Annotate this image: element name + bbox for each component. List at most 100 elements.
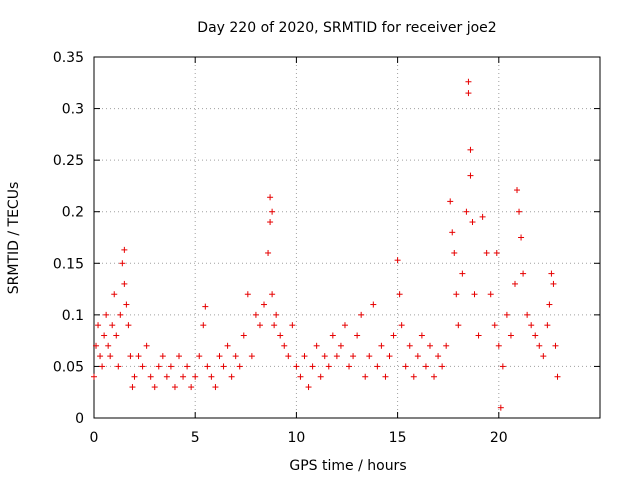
data-point [95, 322, 102, 329]
ticks: 0 0.05 0.1 0.15 0.2 0.25 0.3 0.35 0 5 10 15 20 [53, 50, 600, 446]
y-tick-label: 0.15 [53, 256, 84, 272]
data-point [212, 384, 219, 391]
y-tick-label: 0.2 [62, 205, 84, 221]
data-point [248, 353, 255, 360]
data-point [163, 373, 170, 380]
data-point [256, 322, 263, 329]
data-point [196, 353, 203, 360]
data-point [422, 363, 429, 370]
data-point [167, 363, 174, 370]
data-point [536, 342, 543, 349]
data-point [463, 208, 470, 215]
data-point [467, 172, 474, 179]
data-point [224, 342, 231, 349]
data-point [117, 311, 124, 318]
data-point [281, 342, 288, 349]
x-tick-label: 20 [490, 430, 508, 446]
data-point [200, 322, 207, 329]
data-point [554, 373, 561, 380]
data-point [129, 384, 136, 391]
data-point [159, 353, 166, 360]
data-point [495, 342, 502, 349]
data-point [390, 332, 397, 339]
data-point [418, 332, 425, 339]
data-point [180, 373, 187, 380]
data-point [269, 208, 276, 215]
data-point [447, 198, 454, 205]
y-tick-label: 0.3 [62, 102, 84, 118]
data-point [273, 311, 280, 318]
x-axis-label: GPS time / hours [289, 458, 406, 474]
data-point [511, 280, 518, 287]
data-point [267, 219, 274, 226]
data-point [370, 301, 377, 308]
data-point [487, 291, 494, 298]
data-point [107, 353, 114, 360]
data-point [354, 332, 361, 339]
data-point [499, 363, 506, 370]
data-point [465, 90, 472, 97]
data-point [301, 353, 308, 360]
data-point [520, 270, 527, 277]
data-point [325, 363, 332, 370]
data-point [435, 353, 442, 360]
data-point [261, 301, 268, 308]
data-point [406, 342, 413, 349]
data-point [471, 291, 478, 298]
data-point [111, 291, 118, 298]
data-points [91, 78, 561, 411]
data-point [244, 291, 251, 298]
data-point [202, 303, 209, 310]
data-point [155, 363, 162, 370]
data-point [192, 373, 199, 380]
data-point [125, 322, 132, 329]
data-point [123, 301, 130, 308]
data-point [176, 353, 183, 360]
data-point [514, 187, 521, 194]
data-point [503, 311, 510, 318]
data-point [362, 373, 369, 380]
data-point [109, 322, 116, 329]
data-point [93, 342, 100, 349]
data-point [459, 270, 466, 277]
data-point [524, 311, 531, 318]
x-tick-label: 10 [287, 430, 305, 446]
y-tick-label: 0 [75, 411, 84, 427]
y-tick-label: 0.25 [53, 153, 84, 169]
data-point [121, 280, 128, 287]
data-point [358, 311, 365, 318]
data-point [346, 363, 353, 370]
data-point [402, 363, 409, 370]
data-point [269, 291, 276, 298]
data-point [293, 363, 300, 370]
data-point [479, 213, 486, 220]
data-point [208, 373, 215, 380]
data-point [321, 353, 328, 360]
data-point [341, 322, 348, 329]
y-tick-label: 0.1 [62, 308, 84, 324]
data-point [329, 332, 336, 339]
data-point [139, 363, 146, 370]
data-point [297, 373, 304, 380]
data-point [309, 363, 316, 370]
data-point [184, 363, 191, 370]
data-point [467, 146, 474, 153]
data-point [453, 291, 460, 298]
data-point [277, 332, 284, 339]
data-point [546, 301, 553, 308]
data-point [113, 332, 120, 339]
data-point [426, 342, 433, 349]
data-point [119, 260, 126, 267]
data-point [317, 373, 324, 380]
data-point [455, 322, 462, 329]
data-point [396, 291, 403, 298]
data-point [394, 257, 401, 264]
x-tick-label: 0 [90, 430, 99, 446]
data-point [147, 373, 154, 380]
data-point [544, 322, 551, 329]
data-point [216, 353, 223, 360]
data-point [105, 342, 112, 349]
data-point [236, 363, 243, 370]
data-point [188, 384, 195, 391]
